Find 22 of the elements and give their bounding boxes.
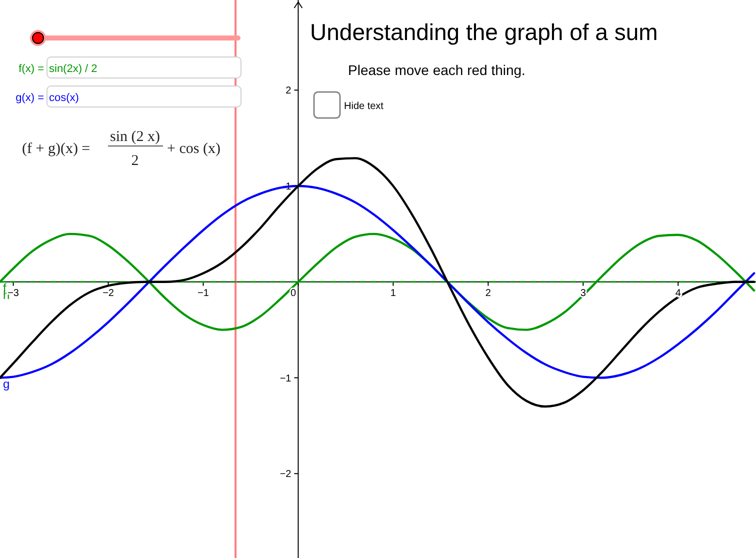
y-tick-label: −2 bbox=[280, 469, 292, 480]
x-tick-label: −2 bbox=[102, 288, 114, 299]
y-tick-label: 2 bbox=[286, 86, 292, 97]
annotation: sin (2 x) bbox=[110, 129, 160, 145]
annotation: (f + g)(x) = bbox=[22, 141, 90, 157]
annotation: cos(x) bbox=[49, 92, 79, 104]
text: Please move each red thing. bbox=[348, 62, 526, 78]
x-tick-label: −3 bbox=[8, 288, 20, 299]
x-tick-label: −1 bbox=[198, 288, 210, 299]
text: Understanding the graph of a sum bbox=[310, 19, 658, 45]
annotation: Hide text bbox=[344, 101, 384, 112]
x-tick-label: 4 bbox=[675, 288, 682, 299]
annotation: + cos (x) bbox=[167, 141, 220, 157]
annotation: 2 bbox=[131, 153, 139, 169]
annotation: sin(2x) / 2 bbox=[49, 63, 98, 75]
x-tick-label: 0 bbox=[290, 288, 296, 299]
series-label: g bbox=[3, 376, 10, 391]
x-tick-label: 2 bbox=[485, 288, 492, 299]
y-tick-label: −1 bbox=[280, 373, 292, 384]
annotation: g(x) = bbox=[16, 92, 44, 104]
annotation: f(x) = bbox=[18, 63, 44, 75]
x-tick-label: 1 bbox=[390, 288, 396, 299]
